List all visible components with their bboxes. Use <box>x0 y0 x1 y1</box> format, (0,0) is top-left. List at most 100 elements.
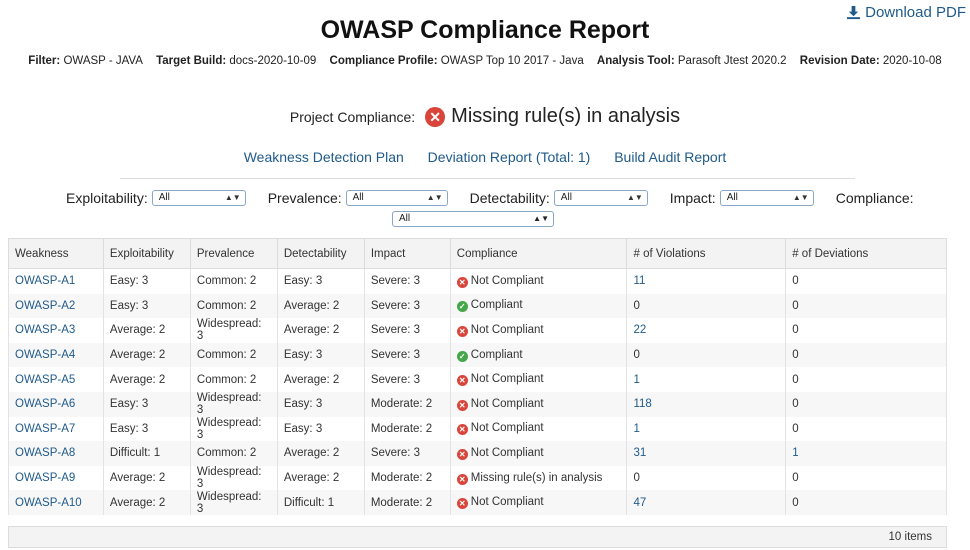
exploitability-cell: Difficult: 1 <box>102 441 191 466</box>
weakness-cell: OWASP-A1 <box>8 268 104 294</box>
select-arrows-icon: ▲▼ <box>224 193 241 202</box>
violations-cell: 0 <box>626 465 787 491</box>
deviations-value: 0 <box>792 496 799 509</box>
error-icon: ✕ <box>456 375 468 387</box>
compliance-status: Compliant <box>470 348 523 361</box>
column-header[interactable]: Impact <box>363 238 451 269</box>
detectability-cell: Easy: 3 <box>276 391 365 417</box>
deviations-cell: 0 <box>785 268 947 294</box>
column-header[interactable]: Weakness <box>8 238 104 269</box>
deviations-cell: 0 <box>785 342 947 368</box>
column-header[interactable]: Compliance <box>449 238 628 269</box>
table-row: OWASP-A10 Average: 2 Widespread: 3 Difficul… <box>8 490 947 515</box>
deviations-cell: 1 <box>785 441 947 466</box>
weakness-link[interactable]: OWASP-A2 <box>15 299 76 312</box>
column-header[interactable]: # of Deviations <box>785 238 947 269</box>
report-filters: Filter: OWASP - JAVA Target Build: docs-… <box>0 55 970 67</box>
table-row: OWASP-A8 Difficult: 1 Common: 2 Average: 2 S… <box>8 441 947 466</box>
impact-cell: Moderate: 2 <box>363 416 451 442</box>
compliance-cell: ✕ Not Compliant <box>449 391 628 417</box>
build-audit-report-link[interactable]: Build Audit Report <box>614 149 727 165</box>
impact-cell: Severe: 3 <box>363 293 451 319</box>
weakness-link[interactable]: OWASP-A5 <box>15 373 76 386</box>
violations-link[interactable]: 22 <box>633 324 647 337</box>
column-header[interactable]: Exploitability <box>102 238 191 269</box>
weakness-link[interactable]: OWASP-A4 <box>15 349 76 362</box>
exploitability-cell: Average: 2 <box>102 318 191 343</box>
impact-value: Moderate: 2 <box>370 472 433 485</box>
prevalence-cell: Widespread: 3 <box>189 318 278 343</box>
impact-cell: Severe: 3 <box>363 441 451 466</box>
exploitability-cell: Easy: 3 <box>102 391 191 417</box>
violations-link[interactable]: 118 <box>633 398 652 411</box>
page-title: OWASP Compliance Report <box>320 16 650 44</box>
violations-link[interactable]: 47 <box>633 496 647 509</box>
violations-cell: 47 <box>626 490 787 515</box>
weakness-link[interactable]: OWASP-A9 <box>15 472 76 485</box>
deviations-cell: 0 <box>785 367 947 392</box>
detectability-cell: Average: 2 <box>276 441 365 466</box>
deviations-value: 0 <box>792 422 799 435</box>
compliance-status: Not Compliant <box>470 496 544 509</box>
column-header[interactable]: # of Violations <box>626 238 787 269</box>
violations-cell: 0 <box>626 342 787 368</box>
detectability-cell: Difficult: 1 <box>276 490 365 515</box>
prevalence-value: Widespread: 3 <box>196 392 262 417</box>
weakness-link[interactable]: OWASP-A1 <box>15 275 76 288</box>
impact-value: Severe: 3 <box>370 349 421 362</box>
weakness-link[interactable]: OWASP-A7 <box>15 422 76 435</box>
weakness-link[interactable]: OWASP-A3 <box>15 324 76 337</box>
weakness-cell: OWASP-A5 <box>8 367 104 392</box>
deviations-cell: 0 <box>785 465 947 491</box>
download-icon <box>847 5 861 20</box>
impact-cell: Severe: 3 <box>363 367 451 392</box>
compliance-select[interactable]: All ▲▼ <box>392 211 554 227</box>
exploitability-cell: Average: 2 <box>102 367 191 392</box>
detectability-cell: Easy: 3 <box>276 416 365 442</box>
impact-value: Moderate: 2 <box>370 398 433 411</box>
deviations-link[interactable]: 1 <box>792 447 799 460</box>
violations-link[interactable]: 11 <box>633 275 646 288</box>
deviations-cell: 0 <box>785 293 947 319</box>
exploitability-label: Exploitability: <box>66 190 148 206</box>
project-compliance: Project Compliance: ✕ Missing rule(s) in… <box>0 105 970 128</box>
prevalence-value: Common: 2 <box>196 275 257 288</box>
impact-cell: Severe: 3 <box>363 268 451 294</box>
impact-cell: Moderate: 2 <box>363 465 451 491</box>
weakness-link[interactable]: OWASP-A6 <box>15 398 76 411</box>
weakness-detection-plan-link[interactable]: Weakness Detection Plan <box>243 149 404 165</box>
weakness-link[interactable]: OWASP-A10 <box>15 496 82 509</box>
deviations-cell: 0 <box>785 318 947 343</box>
download-pdf-button[interactable]: Download PDF <box>846 4 966 21</box>
violations-link[interactable]: 31 <box>633 447 647 460</box>
detectability-cell: Average: 2 <box>276 318 365 343</box>
compliance-cell: ✕ Not Compliant <box>449 268 628 294</box>
impact-cell: Severe: 3 <box>363 342 451 368</box>
compliance-status: Not Compliant <box>470 422 544 435</box>
weakness-cell: OWASP-A10 <box>8 490 104 515</box>
exploitability-select[interactable]: All ▲▼ <box>151 190 246 206</box>
deviations-value: 0 <box>792 324 799 337</box>
compliance-table: Weakness Exploitability Prevalence Detec… <box>8 238 947 515</box>
deviation-report-link[interactable]: Deviation Report (Total: 1) <box>427 149 591 165</box>
error-icon: ✕ <box>456 399 468 411</box>
weakness-link[interactable]: OWASP-A8 <box>15 447 76 460</box>
detectability-value: Difficult: 1 <box>283 496 335 509</box>
error-icon: ✕ <box>456 473 468 485</box>
prevalence-cell: Common: 2 <box>189 441 278 466</box>
error-icon: ✕ <box>456 448 468 460</box>
violations-link[interactable]: 1 <box>633 373 640 386</box>
column-header[interactable]: Detectability <box>276 238 365 269</box>
impact-select[interactable]: All ▲▼ <box>719 190 814 206</box>
prevalence-value: Widespread: 3 <box>196 318 262 343</box>
detectability-select[interactable]: All ▲▼ <box>553 190 648 206</box>
prevalence-select[interactable]: All ▲▼ <box>345 190 448 206</box>
compliance-cell: ✕ Not Compliant <box>449 416 628 442</box>
compliance-status: Not Compliant <box>470 274 544 287</box>
violations-link[interactable]: 1 <box>633 422 640 435</box>
impact-value: Severe: 3 <box>370 275 421 288</box>
impact-value: Severe: 3 <box>370 324 421 337</box>
column-header[interactable]: Prevalence <box>189 238 278 269</box>
table-row: OWASP-A9 Average: 2 Widespread: 3 Average: … <box>8 465 947 491</box>
violations-cell: 1 <box>626 367 787 392</box>
